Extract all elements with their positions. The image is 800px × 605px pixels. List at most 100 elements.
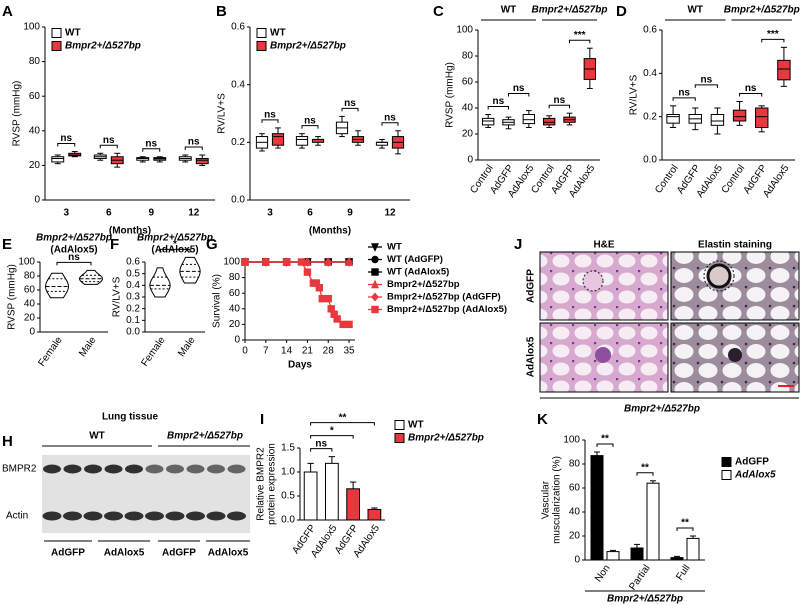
legend-label: WT [270, 28, 286, 39]
x-tick-label: Male [77, 335, 99, 359]
y-tick-label: 80 [24, 271, 36, 282]
x-tick-label: 3 [267, 208, 273, 219]
significance-bracket [761, 38, 785, 43]
y-tick-label: 0.1 [126, 315, 140, 326]
y-tick-label: 0 [234, 335, 240, 346]
legend-label: Bmpr2+/Δ527bp [387, 279, 460, 290]
box [522, 114, 536, 125]
significance-label: ** [339, 412, 347, 423]
significance-bracket [569, 39, 591, 44]
significance-bracket [99, 144, 118, 149]
lane-label: AdGFP [162, 548, 196, 559]
y-tick-label: 100 [223, 257, 240, 268]
blot-panel: H Lung tissue WT Bmpr2+/Δ527bp BMPR2 Act… [2, 412, 250, 559]
group-label: Bmpr2+/Δ527bp [532, 5, 608, 16]
significance-label: * [330, 425, 334, 436]
significance-bracket [676, 527, 694, 531]
histology-panel: J H&E Elastin staining AdGFP AdAlox5 Bmp… [514, 236, 800, 415]
marker [339, 320, 347, 329]
marker [297, 258, 306, 266]
marker [324, 257, 333, 267]
x-tick-label: 12 [188, 208, 200, 219]
panel-label: J [514, 236, 522, 253]
box [481, 117, 495, 126]
x-tick-label: 7 [263, 346, 269, 357]
significance-label: ** [641, 462, 649, 473]
significance-bracket [672, 97, 696, 101]
x-tick-label: 35 [343, 346, 355, 357]
y-tick-label: 80 [229, 272, 241, 283]
x-tick-label: 28 [323, 346, 335, 357]
column-label: H&E [593, 240, 614, 251]
vessel [728, 348, 742, 362]
blot-band [63, 511, 82, 521]
panel-label: H [2, 433, 13, 450]
box [542, 117, 556, 126]
chart-subtitle: (AdAlox5) [50, 245, 97, 256]
y-tick-label: 0.5 [126, 268, 140, 279]
lane-label: AdAlox5 [208, 548, 249, 559]
blot-band [206, 511, 226, 521]
marker [241, 258, 249, 266]
significance-label: ** [601, 434, 609, 445]
y-tick-label: 0.3 [126, 292, 140, 303]
blot-band [207, 464, 225, 474]
y-tick-label: 0.4 [126, 280, 140, 291]
blot-band [42, 511, 62, 521]
violin [45, 272, 69, 299]
y-tick-label: 60 [462, 77, 474, 88]
blot-band [83, 511, 103, 521]
significance-label: ns [384, 112, 396, 123]
group-label: WT [501, 5, 517, 16]
x-tick-label: 12 [384, 208, 396, 219]
y-tick-label: 0.4 [643, 68, 657, 79]
marker [371, 305, 379, 314]
bar [590, 455, 604, 561]
legend-swatch [51, 41, 62, 51]
significance-label: *** [574, 30, 586, 41]
blot-band [227, 464, 246, 474]
y-tick-label: 80 [29, 56, 41, 67]
y-tick-label: 40 [229, 303, 241, 314]
y-tick-label: 20 [462, 129, 474, 140]
y-tick-label: 0.2 [126, 303, 140, 314]
legend-swatch [394, 420, 405, 430]
bar [606, 551, 620, 561]
significance-bracket [301, 125, 319, 129]
bar [303, 471, 318, 521]
legend-label: Bmpr2+/Δ527bp [408, 433, 484, 444]
y-tick-label: 80 [569, 459, 581, 470]
y-tick-label: 20 [569, 531, 581, 542]
y-tick-label: 20 [24, 313, 36, 324]
panel-label: E [2, 236, 12, 253]
violin [149, 267, 171, 298]
x-axis-label: Bmpr2+/Δ527bp [607, 594, 683, 605]
significance-label: ns [492, 96, 504, 107]
bar [325, 462, 339, 521]
column-label: Elastin staining [698, 240, 772, 251]
y-tick-label: 100 [456, 25, 473, 36]
y-tick-label: 0.6 [643, 25, 657, 36]
significance-label: ns [103, 135, 115, 146]
box [51, 156, 65, 163]
bar [670, 557, 684, 561]
significance-bracket [310, 422, 375, 426]
marker [318, 294, 326, 303]
y-tick-label: 60 [29, 91, 41, 102]
marker [315, 284, 324, 292]
blot-band [124, 511, 144, 521]
marker [345, 320, 353, 329]
y-axis-label: muscularization (%) [552, 456, 563, 544]
y-tick-label: 20 [229, 319, 241, 330]
vessel-outline [703, 260, 735, 292]
x-tick-label: 0 [242, 346, 248, 357]
vessel [595, 347, 611, 363]
y-tick-label: 40 [569, 507, 581, 518]
marker [282, 258, 291, 266]
significance-label: ns [188, 137, 200, 148]
chart-title: Bmpr2+/Δ527bp [137, 233, 213, 244]
significance-bracket [636, 472, 654, 476]
box [732, 109, 747, 122]
significance-label: ns [145, 138, 157, 149]
panel-label: F [110, 236, 119, 253]
